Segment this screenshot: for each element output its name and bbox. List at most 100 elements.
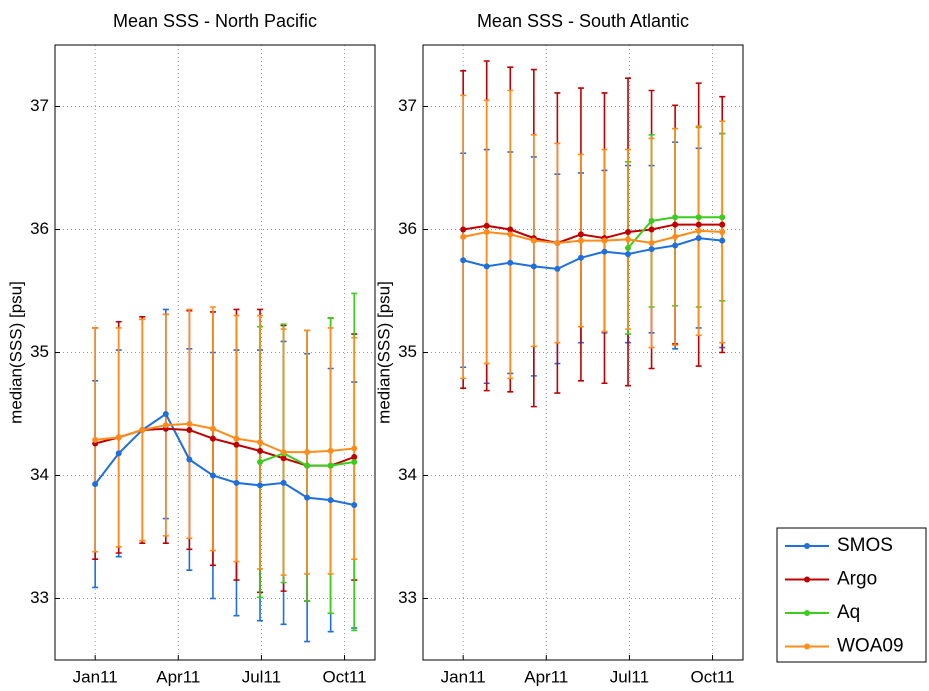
data-point — [351, 458, 358, 465]
y-tick-label: 33 — [398, 588, 417, 607]
data-point — [351, 454, 358, 461]
legend-marker — [804, 610, 810, 616]
chart-title: Mean SSS - North Pacific — [113, 11, 317, 31]
data-point — [648, 226, 655, 233]
data-point — [257, 447, 264, 454]
data-point — [92, 436, 99, 443]
data-point — [672, 214, 679, 221]
data-point — [483, 222, 490, 229]
data-point — [507, 231, 514, 238]
data-point — [695, 214, 702, 221]
legend-label: WOA09 — [837, 636, 904, 657]
data-point — [625, 251, 632, 258]
data-point — [648, 240, 655, 247]
data-point — [162, 422, 169, 429]
y-axis-label: median(SSS) [psu] — [6, 281, 25, 424]
data-point — [186, 426, 193, 433]
data-point — [577, 231, 584, 238]
x-tick-label: Oct11 — [690, 667, 734, 686]
data-point — [460, 226, 467, 233]
data-point — [115, 450, 122, 457]
plot-frame — [422, 44, 744, 661]
data-point — [327, 462, 334, 469]
x-tick-label: Jul11 — [610, 667, 649, 686]
data-point — [577, 237, 584, 244]
data-point — [695, 235, 702, 242]
series-line — [462, 237, 723, 270]
data-point — [460, 257, 467, 264]
data-point — [233, 441, 240, 448]
data-point — [483, 263, 490, 270]
y-tick-label: 36 — [30, 219, 49, 238]
y-tick-label: 34 — [398, 465, 417, 484]
data-point — [280, 455, 287, 462]
legend-box — [776, 527, 927, 663]
y-tick-label: 36 — [398, 219, 417, 238]
series-line — [95, 422, 355, 454]
plot-frame — [54, 44, 376, 661]
data-point — [672, 233, 679, 240]
data-point — [209, 435, 216, 442]
data-point — [257, 458, 264, 465]
x-tick-label: Jan11 — [73, 667, 118, 686]
data-point — [92, 481, 99, 488]
data-point — [554, 240, 561, 247]
data-point — [507, 226, 514, 233]
data-point — [257, 439, 264, 446]
data-point — [577, 254, 584, 261]
series-line — [94, 412, 355, 506]
chart-title: Mean SSS - South Atlantic — [477, 11, 689, 31]
data-point — [351, 502, 358, 509]
y-tick-label: 35 — [30, 342, 49, 361]
data-point — [507, 259, 514, 266]
y-tick-label: 35 — [398, 342, 417, 361]
series-line — [462, 229, 723, 245]
data-point — [719, 221, 726, 228]
data-point — [327, 447, 334, 454]
data-point — [304, 494, 311, 501]
data-point — [327, 497, 334, 504]
data-point — [186, 456, 193, 463]
y-tick-label: 34 — [30, 465, 49, 484]
data-point — [139, 426, 146, 433]
data-point — [648, 246, 655, 253]
x-tick-label: Jan11 — [441, 667, 486, 686]
data-point — [554, 265, 561, 272]
data-point — [351, 445, 358, 452]
y-tick-label: 37 — [398, 96, 417, 115]
data-point — [162, 411, 169, 417]
data-point — [695, 227, 702, 234]
data-point — [460, 233, 467, 240]
data-point — [672, 221, 679, 228]
data-point — [719, 228, 726, 235]
data-point — [233, 479, 240, 486]
legend-label: Argo — [837, 569, 877, 590]
data-point — [601, 237, 608, 244]
data-point — [186, 420, 193, 427]
x-tick-label: Apr11 — [524, 667, 568, 686]
legend-marker — [804, 543, 810, 549]
data-point — [672, 242, 679, 249]
data-point — [601, 248, 608, 255]
data-point — [209, 472, 216, 479]
data-point — [280, 449, 287, 456]
legend-marker — [804, 576, 810, 583]
data-point — [115, 434, 122, 441]
legend-label: SMOS — [837, 535, 893, 556]
data-point — [695, 221, 702, 228]
data-point — [648, 217, 655, 224]
data-point — [233, 435, 240, 442]
y-tick-label: 37 — [30, 96, 49, 115]
data-point — [280, 479, 287, 486]
x-tick-label: Apr11 — [156, 667, 200, 686]
data-point — [304, 462, 311, 469]
y-axis-label: median(SSS) [psu] — [374, 281, 393, 424]
legend-label: Aq — [837, 602, 860, 623]
x-tick-label: Oct11 — [322, 667, 366, 686]
data-point — [719, 214, 726, 221]
data-point — [257, 482, 264, 489]
data-point — [209, 425, 216, 432]
series-line — [463, 223, 723, 245]
data-point — [625, 244, 632, 251]
data-point — [530, 237, 537, 244]
